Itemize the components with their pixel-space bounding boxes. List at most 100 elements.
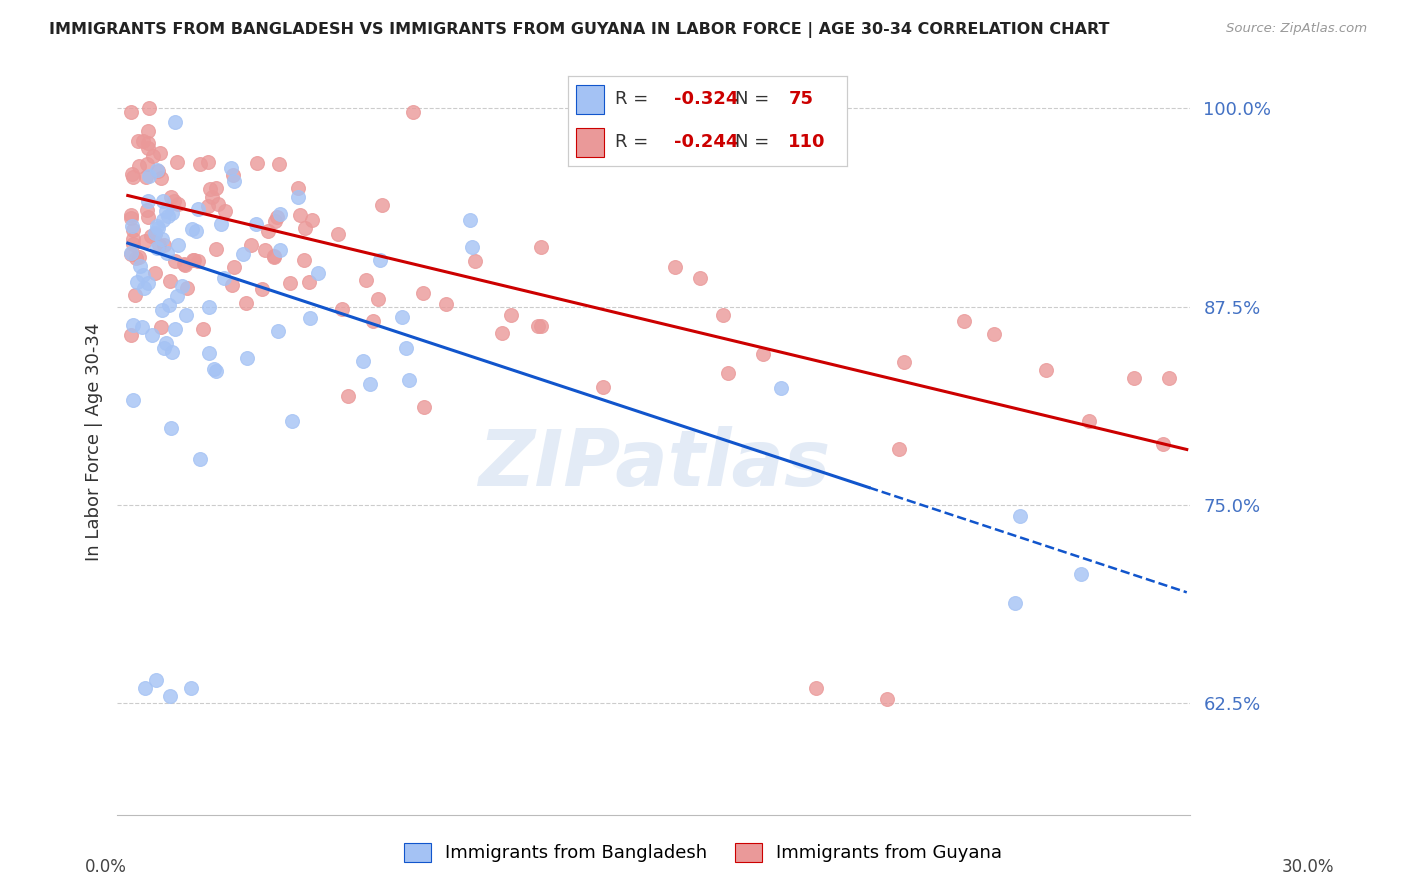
Point xyxy=(412,285,434,300)
Point xyxy=(120,208,142,222)
Point xyxy=(198,345,221,359)
Point xyxy=(120,104,142,119)
Point xyxy=(142,149,165,163)
Point xyxy=(136,202,159,217)
Point xyxy=(527,319,550,334)
Point xyxy=(1122,371,1144,385)
Point xyxy=(167,238,190,252)
Point xyxy=(152,194,174,208)
Point xyxy=(278,276,301,290)
Point xyxy=(150,302,173,317)
Point xyxy=(266,210,288,224)
Point xyxy=(402,105,425,120)
Point xyxy=(121,318,143,333)
Point xyxy=(138,169,160,183)
Point xyxy=(491,326,513,341)
Point xyxy=(204,243,226,257)
Point xyxy=(146,164,169,178)
Point xyxy=(125,251,148,265)
Point xyxy=(135,157,157,171)
Text: IMMIGRANTS FROM BANGLADESH VS IMMIGRANTS FROM GUYANA IN LABOR FORCE | AGE 30-34 : IMMIGRANTS FROM BANGLADESH VS IMMIGRANTS… xyxy=(49,22,1109,38)
Point xyxy=(121,223,143,237)
Point xyxy=(156,246,179,260)
Point xyxy=(250,281,273,295)
Point xyxy=(413,400,436,414)
Point xyxy=(121,167,143,181)
Point xyxy=(134,681,156,695)
Point xyxy=(458,212,481,227)
Point xyxy=(156,209,179,223)
Point xyxy=(128,159,150,173)
Point xyxy=(209,217,232,231)
Point xyxy=(214,203,236,218)
Point xyxy=(876,691,898,706)
Point xyxy=(183,253,205,268)
Point xyxy=(159,689,181,703)
Point xyxy=(152,213,174,227)
Point xyxy=(246,156,269,170)
Point xyxy=(163,194,186,209)
Point xyxy=(804,681,827,695)
Point xyxy=(160,345,183,359)
Point xyxy=(232,247,254,261)
Point xyxy=(146,219,169,233)
Point xyxy=(717,367,740,381)
Point xyxy=(269,243,291,257)
Point xyxy=(711,308,734,322)
Point xyxy=(352,354,374,368)
Point xyxy=(1035,363,1057,377)
Point xyxy=(170,278,193,293)
Point xyxy=(120,247,142,261)
Point xyxy=(1152,436,1174,450)
Point xyxy=(132,268,155,282)
Point xyxy=(129,259,152,273)
Point xyxy=(166,289,188,303)
Point xyxy=(1077,414,1099,428)
Point xyxy=(236,351,259,366)
Point xyxy=(221,278,243,293)
Point xyxy=(398,373,420,387)
Point xyxy=(263,214,285,228)
Point xyxy=(664,260,686,274)
Point xyxy=(176,281,198,295)
Point xyxy=(395,341,418,355)
Point xyxy=(336,388,359,402)
Point xyxy=(155,335,177,350)
Point xyxy=(188,157,211,171)
Point xyxy=(148,221,170,235)
Point xyxy=(752,347,775,361)
Point xyxy=(361,314,384,328)
Point xyxy=(128,251,150,265)
Point xyxy=(202,362,225,376)
Point xyxy=(461,240,484,254)
Point xyxy=(165,253,187,268)
Point xyxy=(146,241,169,255)
Point xyxy=(136,124,159,138)
Point xyxy=(127,135,149,149)
Point xyxy=(121,392,143,407)
Point xyxy=(298,311,321,326)
Point xyxy=(153,238,176,252)
Point xyxy=(121,219,143,234)
Y-axis label: In Labor Force | Age 30-34: In Labor Force | Age 30-34 xyxy=(86,322,103,561)
Point xyxy=(131,320,153,334)
Point xyxy=(120,211,142,225)
Point xyxy=(530,240,553,254)
Point xyxy=(530,319,553,334)
Point xyxy=(145,163,167,178)
Point xyxy=(205,364,228,378)
Legend: Immigrants from Bangladesh, Immigrants from Guyana: Immigrants from Bangladesh, Immigrants f… xyxy=(396,836,1010,870)
Point xyxy=(163,321,186,335)
Point xyxy=(160,206,183,220)
Point xyxy=(294,221,316,235)
Point xyxy=(145,227,167,241)
Point xyxy=(257,224,280,238)
Point xyxy=(153,341,176,355)
Point xyxy=(125,276,148,290)
Point xyxy=(167,197,190,211)
Text: Source: ZipAtlas.com: Source: ZipAtlas.com xyxy=(1226,22,1367,36)
Point xyxy=(174,308,197,322)
Point xyxy=(267,324,290,338)
Point xyxy=(204,181,226,195)
Point xyxy=(307,267,329,281)
